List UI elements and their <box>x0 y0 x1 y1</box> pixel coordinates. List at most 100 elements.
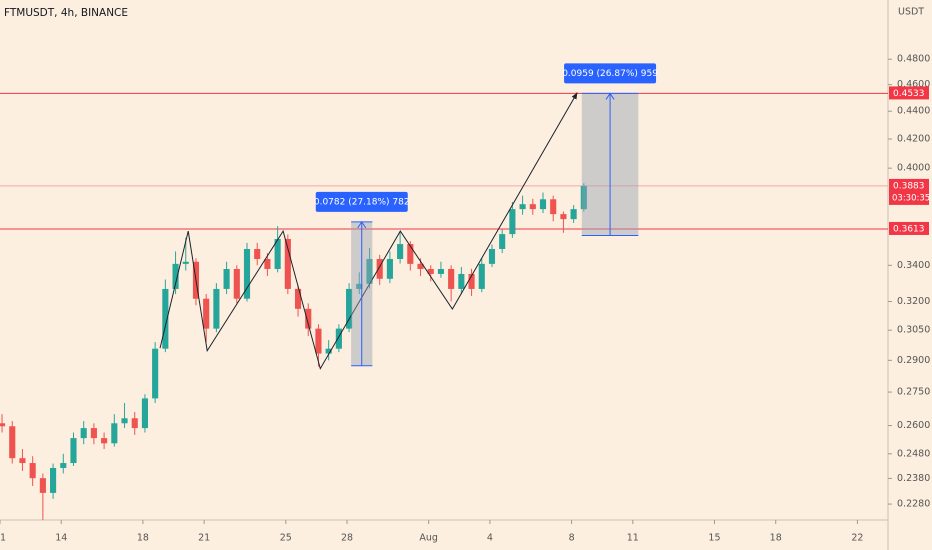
price-tag <box>889 86 929 100</box>
candle-body <box>356 283 363 289</box>
y-tick-label: 0.2600 <box>897 420 930 431</box>
candle-body <box>519 204 526 210</box>
candle-body <box>111 423 118 444</box>
y-tick-label: 0.2280 <box>897 499 930 510</box>
y-tick-label: 0.4800 <box>897 54 930 65</box>
y-tick-label: 0.4000 <box>897 163 930 174</box>
candle-body <box>9 426 16 459</box>
candle-body <box>550 199 557 215</box>
candle-body <box>499 234 506 249</box>
x-tick-label: Aug <box>419 533 438 544</box>
candle-body <box>305 308 312 329</box>
candle-body <box>580 185 587 210</box>
candle-body <box>19 458 26 464</box>
y-tick-label: 0.2900 <box>897 355 930 366</box>
measure-label: 0.0782 (27.18%) 782 <box>314 197 410 207</box>
candle-body <box>407 244 414 264</box>
y-tick-label: 0.4400 <box>897 106 930 117</box>
candle-body <box>172 263 179 289</box>
y-tick-label: 0.3400 <box>897 260 930 271</box>
y-tick-label: 0.3050 <box>897 325 930 336</box>
candle-body <box>70 438 77 464</box>
candle-body <box>437 268 444 274</box>
candle-body <box>458 273 465 289</box>
price-tag-label: 0.3883 <box>893 181 925 191</box>
x-tick-label: 28 <box>341 533 353 544</box>
candle-body <box>162 288 169 349</box>
candle-body <box>80 428 87 439</box>
candle-body <box>182 261 189 264</box>
candle-body <box>386 258 393 279</box>
candle-body <box>254 248 261 259</box>
price-tag <box>889 221 929 235</box>
candle-body <box>478 263 485 289</box>
candle-body <box>223 268 230 289</box>
candle-body <box>284 238 291 289</box>
y-tick-label: 0.2380 <box>897 473 930 484</box>
y-tick-label: 0.3200 <box>897 296 930 307</box>
candle-body <box>427 268 434 274</box>
candle-body <box>397 244 404 259</box>
candle-body <box>468 273 475 289</box>
candle-body <box>325 348 332 354</box>
axis-unit: USDT <box>898 7 924 18</box>
countdown: 03:30:35 <box>892 193 930 203</box>
y-tick-label: 0.2750 <box>897 387 930 398</box>
candle-body <box>50 467 57 493</box>
x-tick-label: 22 <box>851 533 863 544</box>
zigzag-drawing <box>159 92 578 370</box>
candle-body <box>529 204 536 210</box>
candle-body <box>121 418 128 424</box>
x-tick-label: 11 <box>627 533 639 544</box>
price-tag-label: 0.4533 <box>893 89 925 99</box>
x-tick-label: 18 <box>770 533 782 544</box>
measure-label: 0.0959 (26.87%) 959 <box>562 69 658 79</box>
candle-body <box>60 463 67 468</box>
zigzag-arrowhead <box>571 92 578 100</box>
candle-body <box>488 248 496 264</box>
measure-label-box <box>564 63 657 84</box>
candle-body <box>39 478 46 493</box>
candle-body <box>366 258 373 284</box>
candle-body <box>274 238 281 269</box>
price-tag <box>889 178 929 205</box>
candle-body <box>376 258 383 279</box>
candle-body <box>560 214 567 220</box>
candle-body <box>29 463 36 479</box>
x-tick-label: 14 <box>55 533 67 544</box>
x-tick-label: 18 <box>137 533 149 544</box>
measure-label-box <box>315 191 408 212</box>
y-tick-label: 0.2480 <box>897 448 930 459</box>
candle-body <box>509 209 516 235</box>
candle-body <box>213 288 220 329</box>
candle-body <box>141 398 148 429</box>
candle-body <box>539 199 547 210</box>
candle-body <box>264 258 271 269</box>
measure-arrowhead <box>357 220 367 229</box>
candle-body <box>233 268 240 299</box>
candle-body <box>131 418 138 429</box>
candle-body <box>243 248 251 299</box>
candle-body <box>335 328 342 349</box>
candle-body <box>570 209 577 220</box>
candle-body <box>417 263 424 269</box>
x-tick-label: 11 <box>0 533 6 544</box>
x-tick-label: 15 <box>708 533 720 544</box>
candle-body <box>203 298 210 329</box>
candle-body <box>0 423 6 427</box>
plot-area <box>0 92 888 520</box>
price-tag-label: 0.3613 <box>893 224 925 234</box>
x-tick-label: 8 <box>569 533 575 544</box>
x-tick-label: 4 <box>487 533 493 544</box>
candle-body <box>448 268 455 289</box>
measure-arrowhead <box>605 92 615 100</box>
candle-body <box>315 328 322 354</box>
candle-body <box>152 348 159 399</box>
candle-body <box>90 428 97 439</box>
y-tick-label: 0.4600 <box>897 79 930 90</box>
chart-title: FTMUSDT, 4h, BINANCE <box>4 7 128 19</box>
candle-body <box>101 438 108 444</box>
candle-body <box>294 288 302 309</box>
